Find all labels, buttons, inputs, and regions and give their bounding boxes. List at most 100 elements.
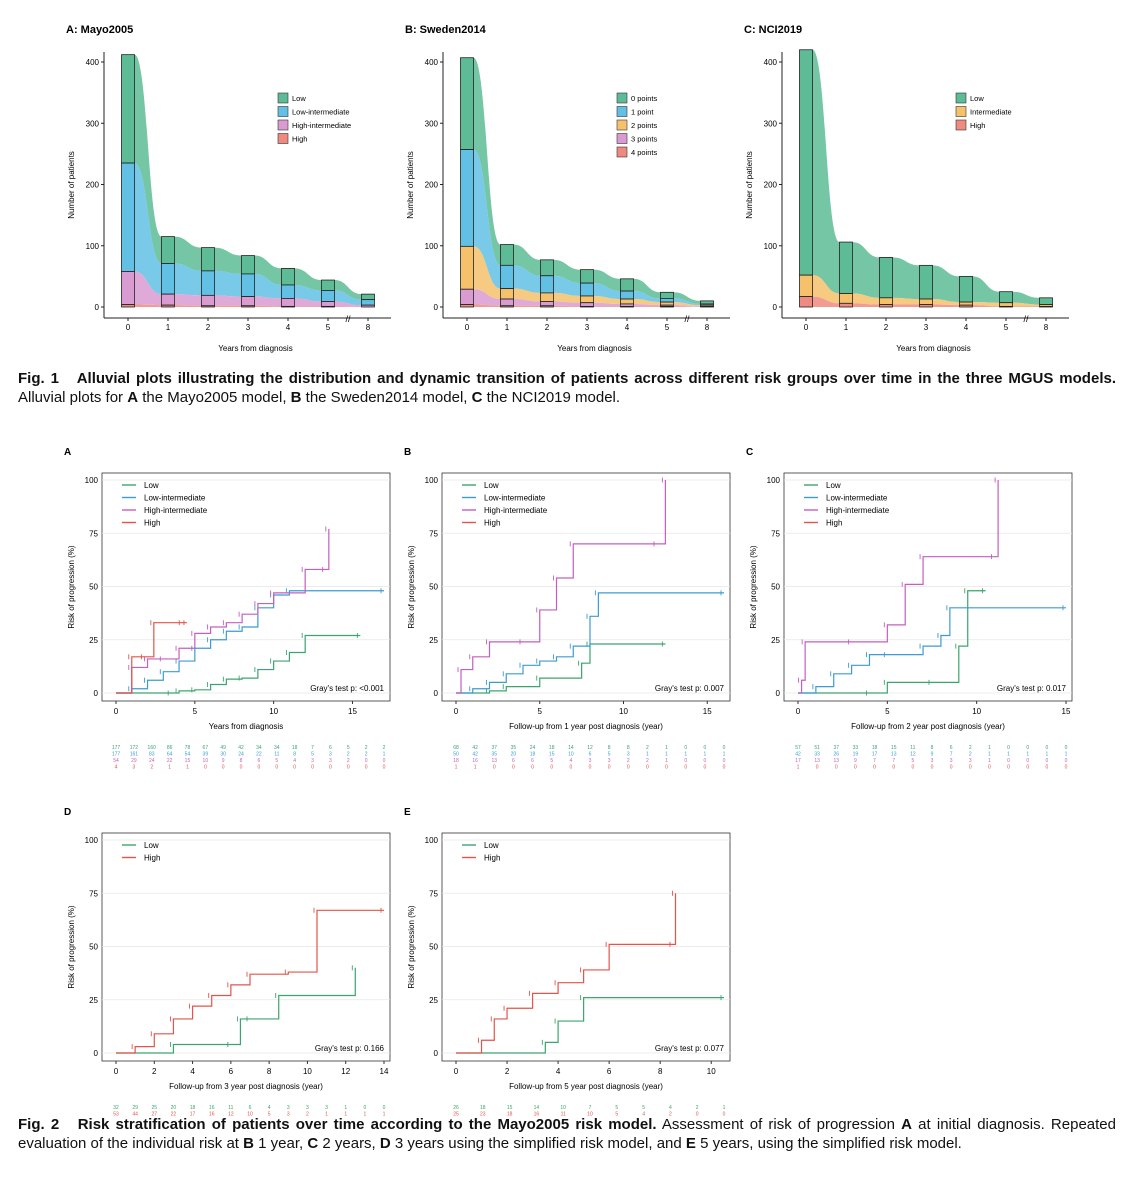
risk-table-cell: 0 [589, 765, 592, 771]
flow-1-point [593, 283, 621, 300]
legend-label: High [970, 121, 985, 130]
risk-table-cell: 0 [854, 765, 857, 771]
bar-segment-high-intermediate [321, 301, 335, 307]
bar-segment-high-intermediate [161, 293, 175, 306]
risk-table-cell: 37 [834, 745, 840, 751]
x-axis-label: Years from diagnosis [209, 722, 283, 731]
flow-high [294, 306, 322, 307]
risk-table-cell: 25 [152, 1105, 158, 1111]
risk-table-cell: 13 [492, 758, 498, 764]
risk-table-cell: 0 [1007, 745, 1010, 751]
risk-table-cell: 0 [512, 765, 515, 771]
risk-table-cell: 0 [531, 765, 534, 771]
risk-table-cell: 24 [149, 758, 155, 764]
y-axis-label: Number of patients [406, 151, 415, 219]
panel-letter: B [404, 447, 411, 458]
x-axis-label: Years from diagnosis [896, 344, 970, 353]
flow-1-point [553, 275, 581, 296]
panel-title: A: Mayo2005 [66, 24, 133, 36]
risk-table-cell: 6 [258, 758, 261, 764]
x-axis-label: Follow-up from 3 year post diagnosis (ye… [169, 1082, 323, 1091]
flow-intermediate [812, 275, 840, 304]
legend-swatch [955, 106, 967, 117]
risk-table-cell: 7 [950, 752, 953, 758]
risk-table-cell: 42 [795, 752, 801, 758]
risk-table-cell: 6 [950, 745, 953, 751]
risk-table-cell: 12 [587, 745, 593, 751]
bar-segment-2-points [540, 292, 554, 302]
y-tick-label: 100 [425, 476, 439, 485]
y-tick-label: 200 [764, 181, 778, 190]
flow-high-intermediate [254, 296, 282, 307]
fig1-caption-b-text: the Sweden2014 model, [301, 389, 472, 406]
y-tick-label: 300 [86, 119, 100, 128]
risk-table-cell: 2 [347, 758, 350, 764]
legend-label: High-intermediate [484, 506, 548, 515]
y-tick-label: 0 [95, 303, 100, 312]
risk-table-cell: 2 [969, 752, 972, 758]
flow-3-points [673, 305, 701, 307]
bar-segment-high [281, 305, 295, 308]
risk-table-cell: 1 [797, 765, 800, 771]
risk-table-cell: 2 [306, 1112, 309, 1118]
flow-high-intermediate [334, 301, 362, 307]
risk-table-cell: 5 [347, 745, 350, 751]
bar-segment-4-points [580, 305, 594, 308]
axis-break-mark: // [684, 314, 690, 324]
grays-test-label: Gray's test p: 0.007 [655, 684, 725, 693]
risk-table-cell: 1 [474, 765, 477, 771]
flow-0-points [633, 278, 661, 299]
risk-table-cell: 2 [365, 745, 368, 751]
axis-break-mark: // [345, 314, 351, 324]
flow-1-point [673, 298, 701, 306]
y-tick-label: 50 [429, 583, 438, 592]
risk-table-cell: 30 [220, 752, 226, 758]
x-tick-label: 3 [585, 323, 590, 332]
risk-table-cell: 64 [167, 752, 173, 758]
bar-segment-high [321, 305, 335, 308]
bar-segment-intermediate [879, 297, 893, 305]
risk-table-cell: 34 [274, 745, 280, 751]
fig1-caption-a-text: the Mayo2005 model, [138, 389, 291, 406]
y-tick-label: 50 [771, 583, 780, 592]
risk-table-cell: 2 [347, 752, 350, 758]
flow-3-points [593, 302, 621, 307]
fig1-caption-bold: Alluvial plots illustrating the distribu… [76, 370, 1116, 387]
risk-table-cell: 10 [587, 1112, 593, 1118]
legend-label: 2 points [631, 121, 658, 130]
legend-label: High-intermediate [144, 506, 208, 515]
flow-intermediate [972, 302, 1000, 307]
risk-table-cell: 2 [696, 1105, 699, 1111]
risk-table-cell: 51 [814, 745, 820, 751]
risk-table-cell: 4 [669, 1105, 672, 1111]
y-tick-label: 25 [429, 996, 438, 1005]
risk-table-cell: 5 [268, 1112, 271, 1118]
x-axis-label: Years from diagnosis [218, 344, 292, 353]
risk-table-cell: 11 [274, 752, 279, 758]
panel-title: C: NCI2019 [744, 24, 802, 36]
y-tick-label: 200 [86, 181, 100, 190]
plot-frame [441, 472, 731, 702]
bar-segment-high [1039, 305, 1053, 308]
grays-test-label: Gray's test p: 0.166 [315, 1044, 385, 1053]
risk-table-cell: 16 [209, 1112, 215, 1118]
flow-low-intermediate [294, 284, 322, 302]
risk-table-cell: 161 [130, 752, 139, 758]
x-tick-label: 14 [380, 1067, 389, 1076]
bar-segment-3-points [580, 302, 594, 307]
curve-low [456, 997, 724, 1054]
y-tick-label: 0 [434, 1049, 439, 1058]
flow-low [972, 276, 1000, 303]
risk-table-cell: 26 [453, 1105, 459, 1111]
x-tick-label: 5 [326, 323, 331, 332]
risk-table-cell: 1 [363, 1112, 366, 1118]
flow-low [134, 54, 162, 264]
x-axis-label: Follow-up from 2 year post diagnosis (ye… [851, 722, 1005, 731]
risk-table-cell: 0 [363, 1105, 366, 1111]
x-tick-label: 0 [114, 1067, 119, 1076]
curve-low-intermediate [116, 590, 384, 694]
risk-table-cell: 2 [365, 752, 368, 758]
x-tick-label: 5 [885, 707, 890, 716]
risk-table-cell: 5 [275, 758, 278, 764]
